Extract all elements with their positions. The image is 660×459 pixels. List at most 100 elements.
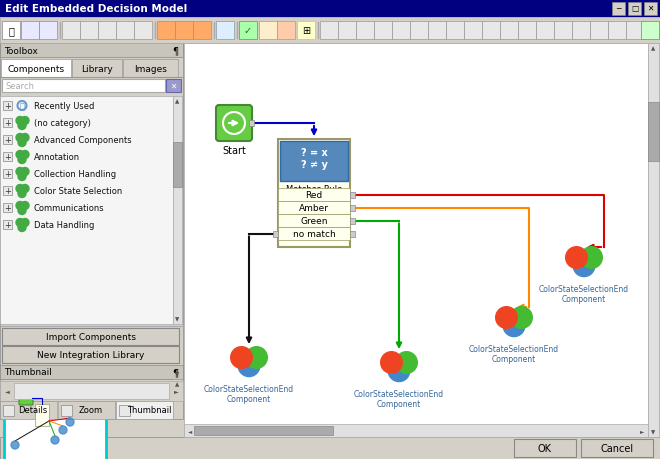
Text: +: + xyxy=(4,203,11,213)
Text: ColorStateSelectionEnd
Component: ColorStateSelectionEnd Component xyxy=(204,384,294,403)
Circle shape xyxy=(16,219,24,227)
Circle shape xyxy=(21,134,29,142)
FancyBboxPatch shape xyxy=(482,22,500,40)
Circle shape xyxy=(566,247,587,269)
Circle shape xyxy=(573,255,595,277)
FancyBboxPatch shape xyxy=(98,22,116,40)
FancyBboxPatch shape xyxy=(184,424,648,437)
Text: ◄: ◄ xyxy=(5,389,9,394)
FancyBboxPatch shape xyxy=(628,3,641,16)
Text: ColorStateSelectionEnd
Component: ColorStateSelectionEnd Component xyxy=(539,285,629,304)
Text: Data Handling: Data Handling xyxy=(34,220,94,230)
FancyBboxPatch shape xyxy=(581,439,653,457)
Text: Color State Selection: Color State Selection xyxy=(34,187,122,196)
Circle shape xyxy=(21,117,29,125)
FancyBboxPatch shape xyxy=(80,22,98,40)
FancyBboxPatch shape xyxy=(626,22,644,40)
FancyBboxPatch shape xyxy=(392,22,410,40)
FancyBboxPatch shape xyxy=(3,203,12,213)
Text: ▲: ▲ xyxy=(651,46,655,51)
Text: Details: Details xyxy=(18,406,48,414)
FancyBboxPatch shape xyxy=(641,22,659,40)
Text: ¶: ¶ xyxy=(172,367,178,377)
Text: New Integration Library: New Integration Library xyxy=(37,350,144,359)
FancyBboxPatch shape xyxy=(14,383,169,399)
FancyBboxPatch shape xyxy=(173,142,182,188)
Text: Red: Red xyxy=(306,190,323,200)
Text: Cancel: Cancel xyxy=(601,443,634,453)
FancyBboxPatch shape xyxy=(173,97,182,325)
Text: ►: ► xyxy=(174,389,178,394)
Text: ▲: ▲ xyxy=(176,382,180,386)
FancyBboxPatch shape xyxy=(278,214,350,228)
Text: Zoom: Zoom xyxy=(79,406,103,414)
Text: ✕: ✕ xyxy=(647,4,653,12)
FancyBboxPatch shape xyxy=(3,119,12,128)
Text: ►: ► xyxy=(640,428,644,433)
FancyBboxPatch shape xyxy=(2,328,179,345)
Text: Thumbnail: Thumbnail xyxy=(127,406,171,414)
FancyBboxPatch shape xyxy=(35,404,49,426)
FancyBboxPatch shape xyxy=(277,22,295,40)
Text: Recently Used: Recently Used xyxy=(34,102,94,111)
Text: +: + xyxy=(4,119,11,128)
Circle shape xyxy=(18,139,26,147)
FancyBboxPatch shape xyxy=(3,102,12,111)
FancyBboxPatch shape xyxy=(239,22,257,40)
FancyBboxPatch shape xyxy=(0,44,183,58)
FancyBboxPatch shape xyxy=(2,22,20,40)
Circle shape xyxy=(51,436,59,444)
Circle shape xyxy=(18,173,26,181)
Circle shape xyxy=(16,185,24,193)
FancyBboxPatch shape xyxy=(3,153,12,162)
FancyBboxPatch shape xyxy=(39,22,57,40)
FancyBboxPatch shape xyxy=(3,136,12,145)
Circle shape xyxy=(21,168,29,176)
Text: OK: OK xyxy=(538,443,552,453)
Circle shape xyxy=(503,315,525,337)
FancyBboxPatch shape xyxy=(500,22,518,40)
Circle shape xyxy=(511,307,533,329)
FancyBboxPatch shape xyxy=(72,60,122,78)
Circle shape xyxy=(21,202,29,210)
Text: +: + xyxy=(4,220,11,230)
FancyBboxPatch shape xyxy=(4,383,106,459)
Circle shape xyxy=(11,441,19,449)
FancyBboxPatch shape xyxy=(216,22,234,40)
Circle shape xyxy=(21,219,29,227)
Text: ─: ─ xyxy=(616,4,621,12)
FancyBboxPatch shape xyxy=(278,189,350,202)
FancyBboxPatch shape xyxy=(273,231,278,237)
Circle shape xyxy=(381,352,403,374)
FancyBboxPatch shape xyxy=(3,170,12,179)
FancyBboxPatch shape xyxy=(123,60,178,78)
FancyBboxPatch shape xyxy=(356,22,374,40)
FancyBboxPatch shape xyxy=(0,0,660,18)
FancyBboxPatch shape xyxy=(0,381,183,401)
FancyBboxPatch shape xyxy=(184,44,648,437)
Text: ✓: ✓ xyxy=(244,26,252,36)
FancyBboxPatch shape xyxy=(278,140,350,247)
Text: 🖨: 🖨 xyxy=(8,26,14,36)
Text: +: + xyxy=(4,136,11,145)
FancyBboxPatch shape xyxy=(249,121,254,127)
FancyBboxPatch shape xyxy=(446,22,464,40)
Text: ¶: ¶ xyxy=(172,46,178,56)
FancyBboxPatch shape xyxy=(134,22,152,40)
Circle shape xyxy=(16,202,24,210)
Text: +: + xyxy=(4,170,11,179)
Text: +: + xyxy=(4,153,11,162)
Circle shape xyxy=(18,224,26,232)
FancyBboxPatch shape xyxy=(0,365,183,379)
Circle shape xyxy=(16,134,24,142)
FancyBboxPatch shape xyxy=(193,22,211,40)
Circle shape xyxy=(59,426,67,434)
Text: Collection Handling: Collection Handling xyxy=(34,170,116,179)
FancyBboxPatch shape xyxy=(116,22,134,40)
FancyBboxPatch shape xyxy=(19,391,33,405)
FancyBboxPatch shape xyxy=(464,22,482,40)
FancyBboxPatch shape xyxy=(216,106,252,142)
FancyBboxPatch shape xyxy=(518,22,536,40)
Text: ✕: ✕ xyxy=(170,82,177,91)
Text: Images: Images xyxy=(134,64,167,73)
